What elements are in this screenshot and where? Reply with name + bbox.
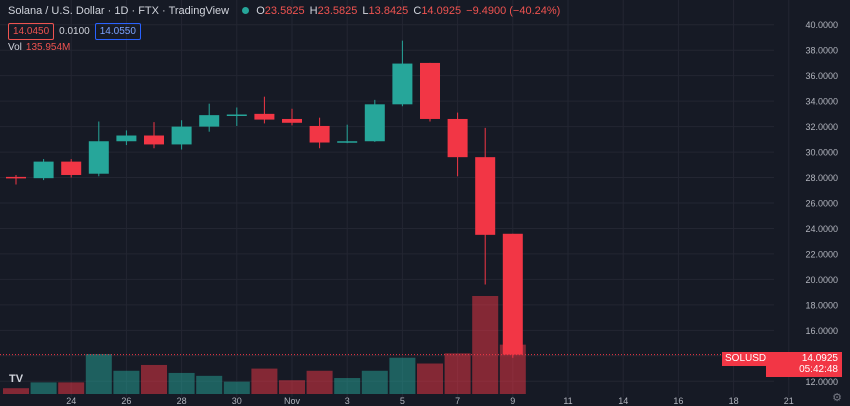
volume-bar [223, 381, 250, 394]
candle-body [226, 114, 247, 117]
x-tick-label: 24 [66, 396, 76, 406]
x-tick-label: 21 [784, 396, 794, 406]
candle-body [33, 161, 54, 179]
volume-label: Vol [8, 42, 22, 53]
volume-legend[interactable]: Vol 135.954M [8, 42, 70, 53]
spread-value: 0.0100 [59, 26, 90, 37]
x-tick-label: 9 [510, 396, 515, 406]
volume-value: 135.954M [25, 42, 71, 53]
candle-body [282, 118, 302, 123]
volume-bar [3, 388, 29, 394]
y-tick-label: 22.0000 [805, 249, 838, 259]
y-tick-label: 12.0000 [805, 377, 838, 387]
candle-body [392, 63, 413, 105]
y-tick-label: 20.0000 [805, 275, 838, 285]
y-tick-label: 30.0000 [805, 148, 838, 158]
close-value: 14.0925 [421, 5, 462, 17]
y-tick-label: 24.0000 [805, 224, 838, 234]
gear-icon[interactable]: ⚙ [832, 392, 842, 404]
volume-bar [417, 363, 443, 394]
candle-body [309, 125, 330, 143]
candle-body [88, 141, 109, 174]
candle-body [254, 113, 275, 120]
sell-price-button[interactable]: 14.0450 [8, 23, 55, 40]
volume-bar [58, 382, 85, 394]
y-tick-label: 32.0000 [805, 122, 838, 132]
y-tick-label: 16.0000 [805, 326, 838, 336]
y-tick-label: 26.0000 [805, 199, 838, 209]
volume-bar [30, 382, 57, 394]
candle-body [61, 161, 82, 175]
open-value: 23.5825 [264, 5, 305, 17]
volume-bar [141, 364, 167, 394]
symbol-legend: Solana / U.S. Dollar · 1D · FTX · Tradin… [8, 5, 562, 17]
quote-row: 14.0450 0.0100 14.0550 [8, 23, 141, 40]
x-tick-label: 16 [673, 396, 683, 406]
candle-body [6, 176, 26, 179]
y-tick-label: 28.0000 [805, 173, 838, 183]
x-tick-label: 3 [345, 396, 350, 406]
volume-bar [113, 370, 140, 394]
x-tick-label: 18 [729, 396, 739, 406]
x-tick-label: 26 [121, 396, 131, 406]
x-tick-label: 30 [232, 396, 242, 406]
candle-body [475, 157, 496, 235]
volume-bar [279, 380, 305, 394]
candle-body [502, 233, 523, 355]
tradingview-logo-icon[interactable]: TV [9, 373, 24, 385]
volume-bar [306, 370, 333, 394]
last-price-tag: SOLUSD 14.0925 05:42:48 [722, 352, 842, 377]
market-status-icon [242, 7, 250, 15]
price-tag-price: 14.0925 [801, 353, 838, 364]
x-tick-label: 5 [400, 396, 405, 406]
y-tick-label: 34.0000 [805, 97, 838, 107]
candle-body [199, 115, 220, 127]
x-tick-label: 7 [455, 396, 460, 406]
price-tag-symbol: SOLUSD [722, 352, 770, 366]
chart-title[interactable]: Solana / U.S. Dollar · 1D · FTX · Tradin… [8, 5, 230, 17]
x-tick-label: 28 [177, 396, 187, 406]
y-tick-label: 36.0000 [805, 71, 838, 81]
high-value: 23.5825 [317, 5, 358, 17]
candle-body [420, 62, 440, 119]
volume-bar [251, 368, 278, 394]
close-label: C [413, 5, 422, 17]
volume-bar [168, 372, 195, 394]
volume-bar [85, 354, 112, 394]
open-label: O [256, 5, 265, 17]
high-label: H [309, 5, 318, 17]
candle-body [364, 104, 385, 142]
x-tick-label: Nov [284, 396, 301, 406]
x-tick-label: 11 [563, 396, 572, 406]
candle-body [116, 135, 137, 142]
x-tick-label: 14 [618, 396, 628, 406]
volume-bar [389, 357, 416, 394]
candle-body [171, 126, 192, 145]
y-tick-label: 18.0000 [805, 300, 838, 310]
candle-body [337, 141, 358, 143]
candle-body [447, 118, 468, 158]
price-tag-countdown: 05:42:48 [799, 364, 838, 375]
buy-price-button[interactable]: 14.0550 [94, 23, 141, 40]
candle-body [144, 135, 164, 145]
volume-bar [334, 378, 361, 394]
low-value: 13.8425 [368, 5, 409, 17]
y-tick-label: 40.0000 [805, 20, 838, 30]
volume-bar [196, 375, 223, 394]
low-label: L [362, 5, 369, 17]
y-tick-label: 38.0000 [805, 46, 838, 56]
volume-bar [472, 296, 499, 394]
volume-bar [361, 370, 388, 394]
change-value: −9.4900 (−40.24%) [466, 5, 561, 17]
volume-bar [444, 353, 471, 394]
